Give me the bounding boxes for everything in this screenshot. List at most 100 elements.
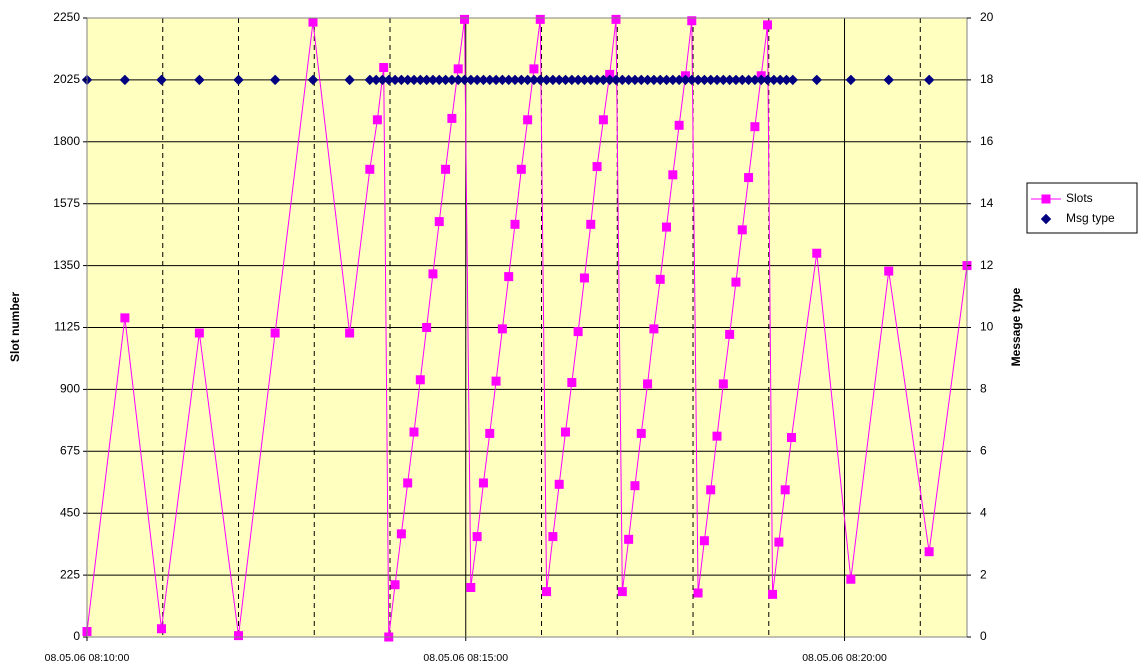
marker [617,587,627,597]
marker [120,313,130,323]
marker [344,74,355,86]
marker [119,74,131,86]
marker [453,64,463,74]
marker [307,74,319,86]
marker [345,328,355,338]
y-tick-label: 675 [60,443,80,457]
marker [780,485,790,495]
marker [478,478,488,488]
marker [598,115,608,125]
y-tick-label: 1125 [54,320,80,334]
y-tick-label: 2250 [53,10,80,24]
marker [924,547,934,557]
y-tick-label: 0 [73,629,80,643]
marker [811,74,822,86]
marker [731,277,741,287]
marker [636,428,646,438]
y-axis-label: Slot number [8,292,22,362]
marker [668,170,678,180]
marker [787,74,798,86]
marker [447,113,457,123]
marker [234,631,244,641]
x-tick-label: 08.05.06 08:20:00 [802,652,887,664]
marker [194,328,204,338]
x-tick-label: 08.05.06 08:15:00 [423,652,508,664]
legend-label: Slots [1066,191,1093,205]
y2-tick-label: 0 [980,629,987,643]
marker [542,587,552,597]
y-tick-label: 2025 [53,72,80,86]
marker [643,379,653,389]
marker [548,532,558,542]
marker [624,534,634,544]
marker [846,574,856,584]
y2-tick-label: 12 [980,258,994,272]
marker [768,589,778,599]
marker [233,74,244,86]
marker [845,74,857,86]
marker [491,376,501,386]
y-tick-label: 1800 [53,134,80,148]
marker [372,115,382,125]
marker [460,14,470,24]
marker [884,266,894,276]
marker [592,162,602,172]
marker [156,74,167,86]
y2-axis-label: Message type [1009,287,1023,366]
marker [422,323,432,332]
marker [497,324,507,334]
y2-tick-label: 8 [980,382,987,396]
marker [662,222,672,232]
marker [737,225,747,235]
marker [763,20,773,30]
marker [699,536,709,546]
marker [630,481,640,491]
marker [156,624,166,634]
marker [510,219,520,229]
marker [712,431,722,441]
y2-tick-label: 18 [980,72,994,86]
marker [561,427,571,437]
marker [649,324,659,334]
y-tick-label: 1575 [53,196,80,210]
marker [472,532,482,542]
marker [567,378,577,388]
marker [466,582,476,592]
marker [718,379,728,389]
marker [270,328,280,338]
marker [774,537,784,547]
y-tick-label: 1350 [53,258,80,272]
marker [554,479,564,489]
y2-tick-label: 14 [980,196,994,210]
marker [812,248,822,258]
y2-tick-label: 10 [980,320,994,334]
legend-label: Msg type [1066,211,1115,225]
marker [403,478,413,488]
legend-marker [1041,194,1051,204]
y-tick-label: 225 [60,567,80,581]
y-tick-label: 450 [60,505,80,519]
marker [573,327,583,337]
marker [787,433,797,443]
marker [396,529,406,539]
x-tick-label: 08.05.06 08:10:00 [45,652,130,664]
marker [409,427,419,437]
y2-tick-label: 4 [980,505,987,519]
marker [434,217,444,227]
marker [390,580,400,590]
marker [523,115,533,125]
marker [655,274,665,284]
marker [428,269,438,279]
marker [308,17,318,27]
marker [706,485,716,495]
marks [81,14,972,642]
marker [379,63,389,73]
marker [441,164,451,174]
marker [269,74,281,86]
marker [611,14,621,24]
y2-tick-label: 20 [980,10,994,24]
marker [750,122,760,132]
marker [535,14,545,24]
legend-marker [1040,213,1052,225]
